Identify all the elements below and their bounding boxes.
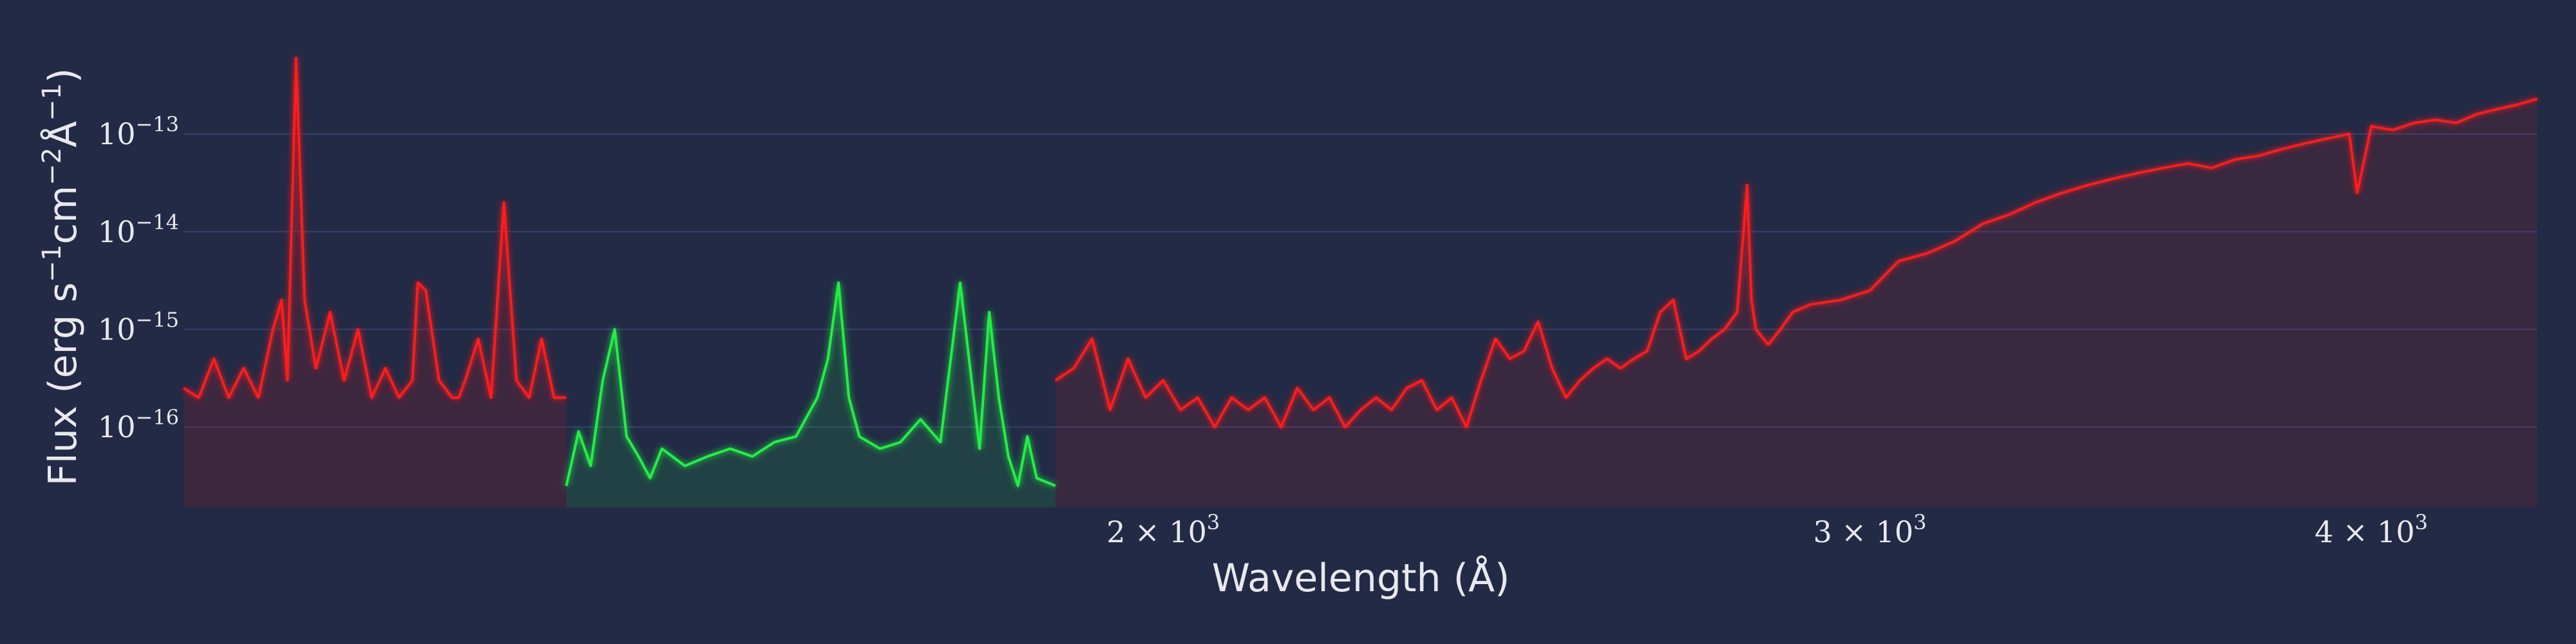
tick-labels: 10−13 10−14 10−15 10−16 2 × 103 3 × 103 4 × 10… xyxy=(98,112,2428,549)
series-1-area xyxy=(566,283,1056,507)
series-2-line xyxy=(1054,97,2538,429)
y-tick-label-2: 10−15 xyxy=(98,307,179,346)
x-tick-label-0: 2 × 103 xyxy=(1106,510,1220,549)
y-tick-label-0: 10−13 xyxy=(98,112,179,151)
x-tick-label-2: 4 × 103 xyxy=(2315,510,2428,549)
y-tick-label-1: 10−14 xyxy=(98,210,179,249)
y-axis-title: Flux (erg s−1cm−2Å−1) xyxy=(37,68,86,486)
x-tick-label-1: 3 × 103 xyxy=(1814,510,1927,549)
series-2-area xyxy=(1055,99,2537,508)
series-layer xyxy=(182,57,2538,508)
series-0-area xyxy=(184,58,567,507)
series-1-line xyxy=(565,281,1056,488)
x-axis-title: Wavelength (Å) xyxy=(1212,555,1510,601)
y-tick-label-3: 10−16 xyxy=(98,405,179,444)
series-0-line xyxy=(182,57,567,399)
grid xyxy=(184,133,2537,428)
